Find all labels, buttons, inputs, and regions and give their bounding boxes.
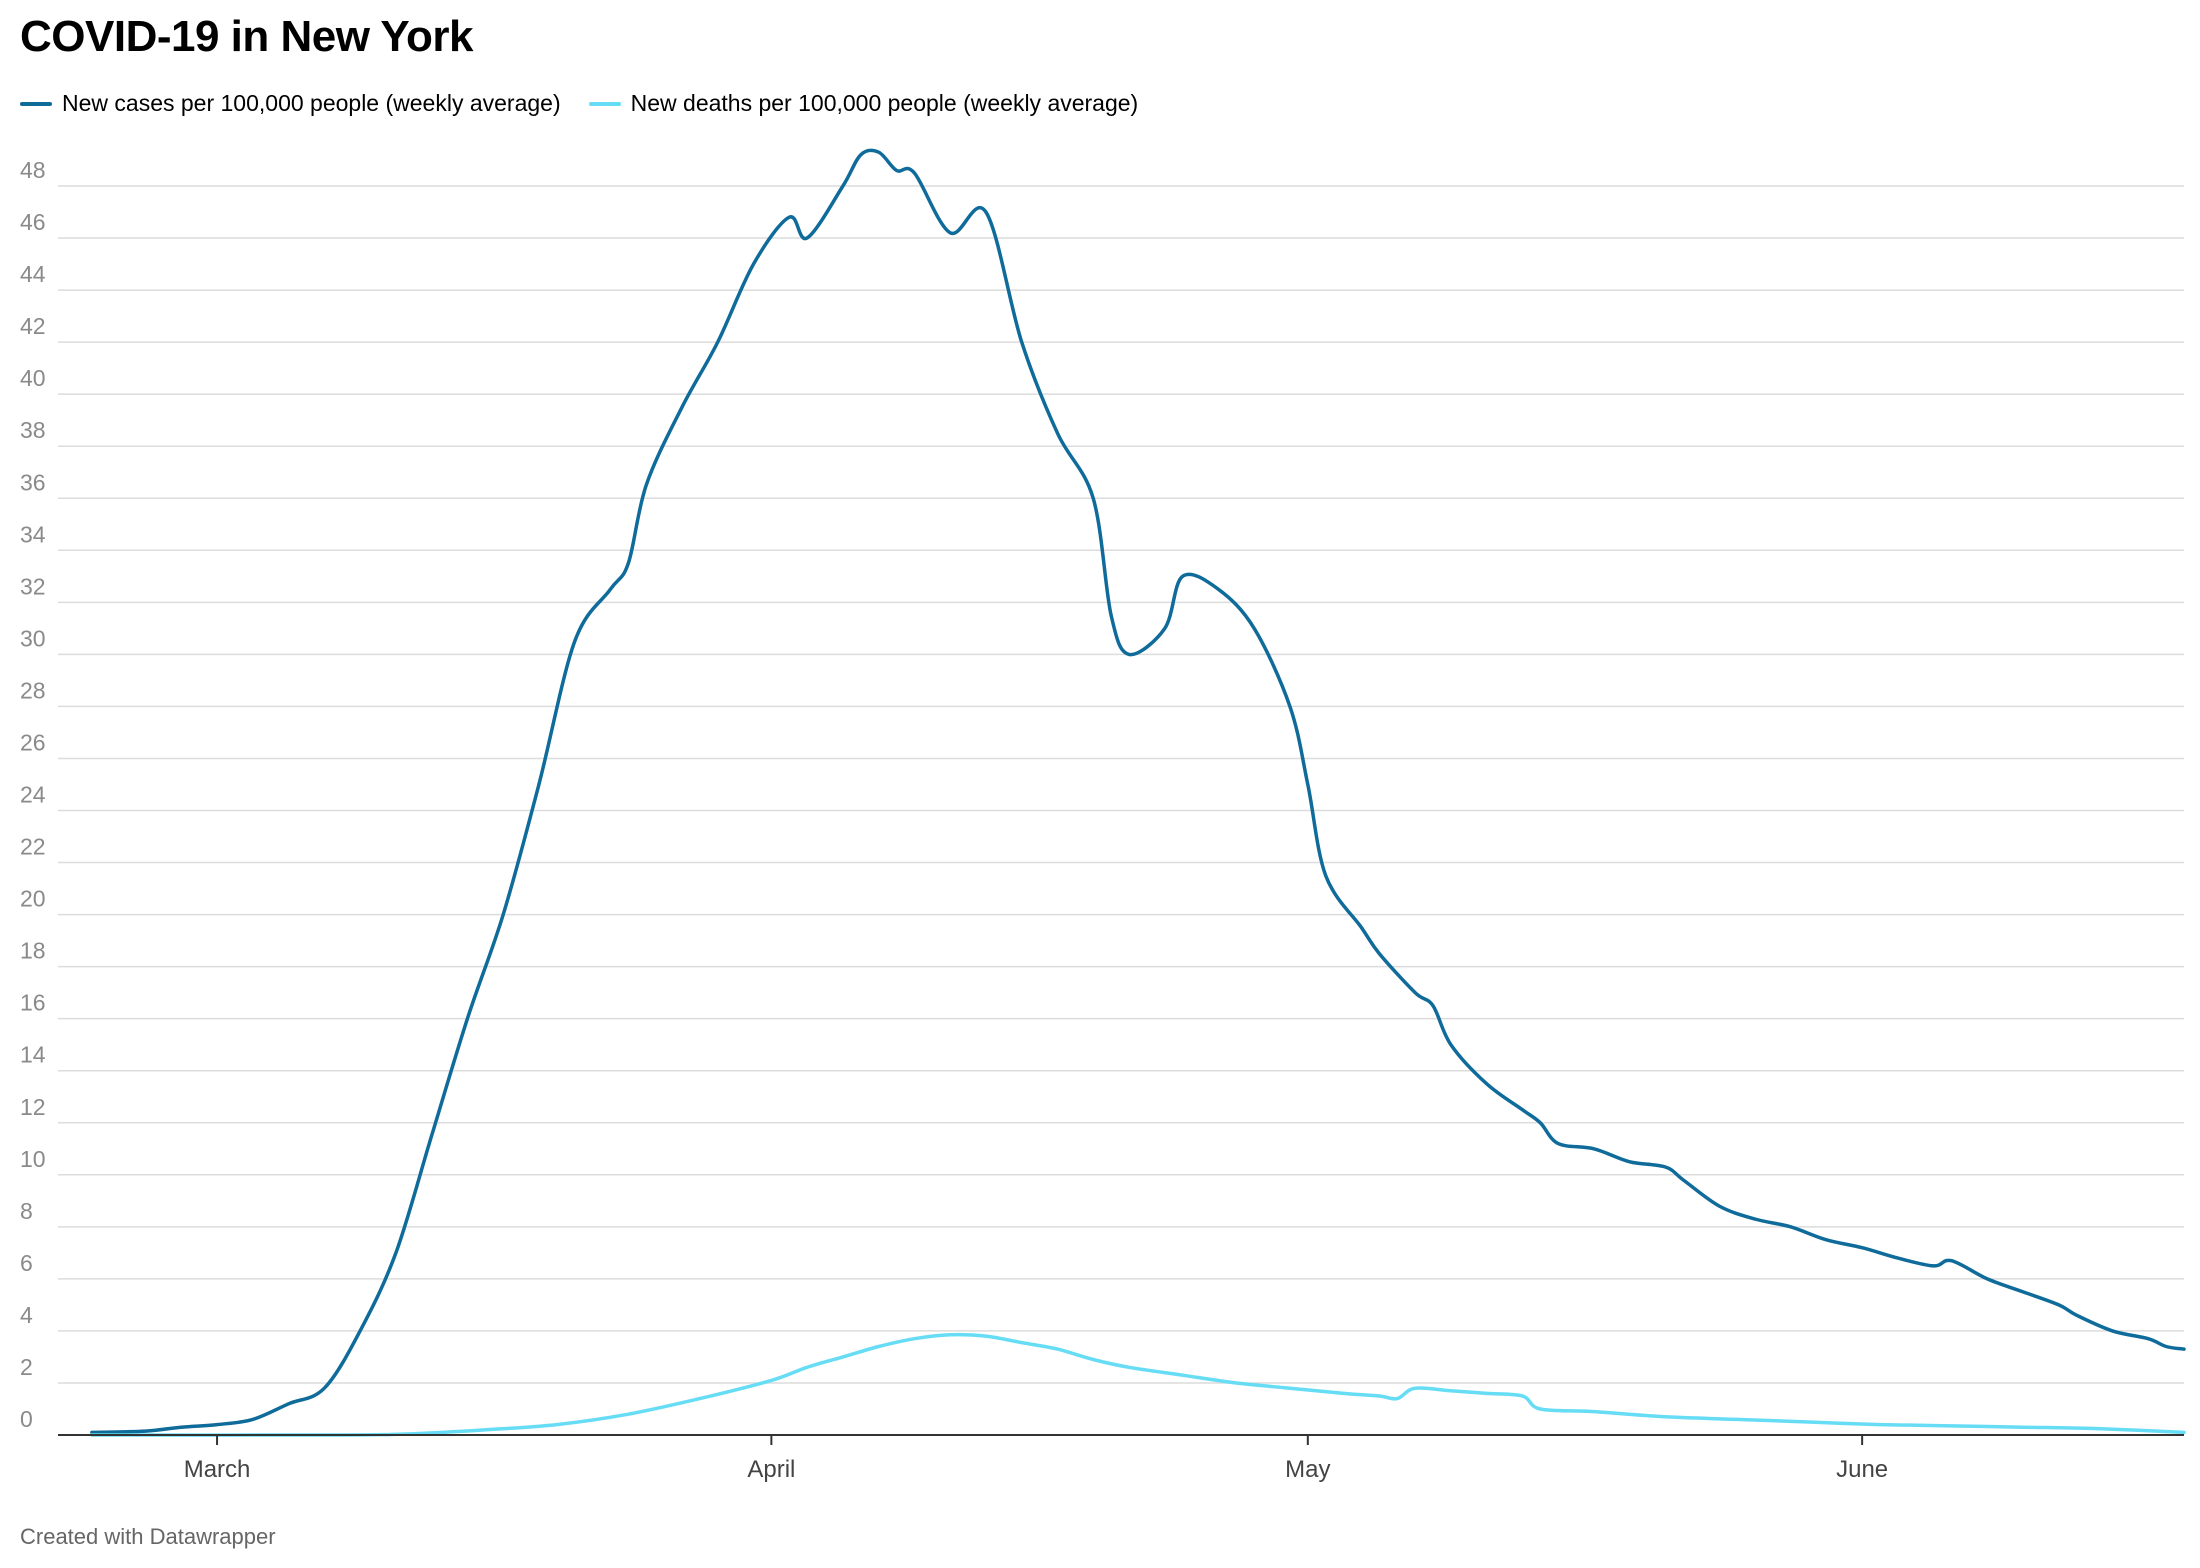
y-tick-label-16: 16 [20,990,46,1016]
y-tick-label-6: 6 [20,1250,33,1276]
grid-lines [58,185,2184,1384]
y-tick-label-42: 42 [20,313,46,339]
y-tick-label-44: 44 [20,261,46,287]
legend-item-deaths: New deaths per 100,000 people (weekly av… [588,90,1139,117]
footer-credit: Created with Datawrapper [20,1524,276,1549]
series-line-1 [90,1332,2186,1437]
legend-swatch-deaths [588,101,621,106]
y-tick-label-24: 24 [20,782,46,808]
x-tick-label-april: April [747,1456,795,1483]
y-tick-label-30: 30 [20,625,46,651]
y-tick-label-46: 46 [20,209,46,235]
y-tick-label-38: 38 [20,417,46,443]
y-axis-ticks: 0246810121416182022242628303234363840424… [20,157,46,1432]
y-tick-label-4: 4 [20,1302,33,1328]
chart-title: COVID-19 in New York [20,12,473,61]
series-line-0 [90,148,2186,1435]
y-tick-label-26: 26 [20,729,46,755]
legend-label-deaths: New deaths per 100,000 people (weekly av… [630,90,1139,116]
y-tick-label-22: 22 [20,834,46,860]
x-axis: March April May June [58,1434,2184,1483]
y-tick-label-18: 18 [20,938,46,964]
y-tick-label-20: 20 [20,886,46,912]
x-tick-label-june: June [1836,1456,1888,1483]
y-tick-label-28: 28 [20,677,46,703]
y-tick-label-40: 40 [20,365,46,391]
legend: New cases per 100,000 people (weekly ave… [20,90,1138,117]
y-tick-label-0: 0 [20,1406,33,1432]
y-tick-label-12: 12 [20,1094,46,1120]
y-tick-label-32: 32 [20,573,46,599]
x-tick-label-may: May [1285,1456,1330,1483]
legend-item-cases: New cases per 100,000 people (weekly ave… [20,90,561,117]
y-tick-label-2: 2 [20,1354,33,1380]
legend-swatch-cases [20,101,52,106]
y-tick-label-14: 14 [20,1042,46,1068]
y-tick-label-48: 48 [20,157,46,183]
legend-label-cases: New cases per 100,000 people (weekly ave… [62,90,561,116]
y-tick-label-10: 10 [20,1146,46,1172]
y-tick-label-8: 8 [20,1198,33,1224]
y-tick-label-36: 36 [20,469,46,495]
y-tick-label-34: 34 [20,521,46,547]
series-lines [90,148,2186,1437]
x-tick-label-march: March [184,1456,251,1483]
